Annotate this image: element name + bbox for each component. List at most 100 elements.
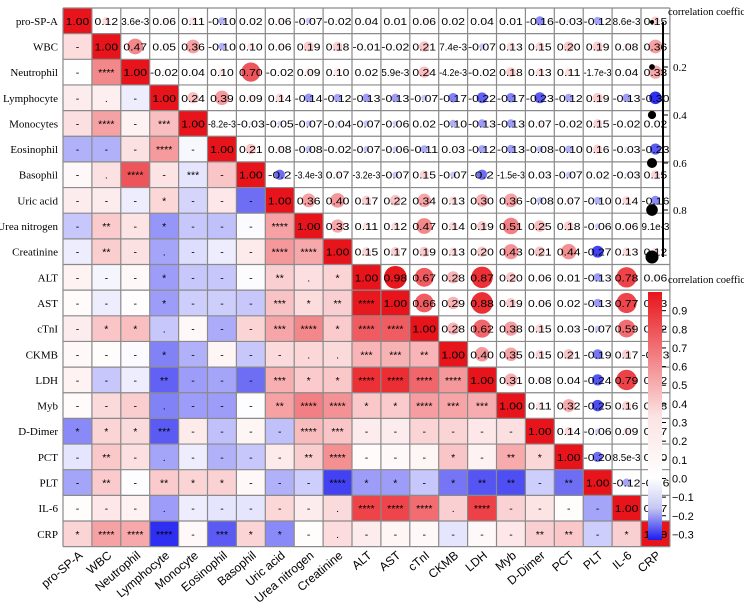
- significance-mark: **: [565, 478, 573, 490]
- correlation-value: 0.17: [615, 349, 639, 361]
- correlation-circle: [383, 265, 407, 289]
- correlation-value: 0.77: [615, 298, 639, 310]
- correlation-value: 0.17: [355, 195, 379, 207]
- heatmap-cell: [207, 187, 237, 214]
- heatmap-cell: [91, 367, 121, 393]
- heatmap-cell: [178, 315, 208, 342]
- y-tick-label: Urea nitrogen: [0, 221, 58, 233]
- correlation-value: 0.01: [557, 272, 581, 284]
- significance-mark: -: [76, 298, 80, 310]
- heatmap-cell: [525, 469, 555, 496]
- x-tick-label: CRP: [635, 548, 663, 575]
- correlation-circle: [616, 267, 637, 288]
- correlation-circle: [392, 146, 399, 152]
- heatmap-cell: [323, 521, 352, 547]
- heatmap-cell: [236, 341, 266, 368]
- correlation-value: 0.09: [615, 426, 639, 438]
- significance-mark: **: [305, 452, 313, 464]
- heatmap-cell: [236, 367, 266, 393]
- correlation-circle: [334, 171, 341, 178]
- heatmap-cell: [149, 521, 179, 547]
- correlation-value: 0.19: [499, 298, 523, 310]
- y-tick-label: CKMB: [26, 349, 58, 361]
- correlation-circle: [479, 18, 485, 24]
- significance-mark: *: [307, 375, 311, 387]
- heatmap-cell: [149, 213, 179, 239]
- correlation-circle: [335, 19, 340, 23]
- significance-mark: **: [507, 452, 515, 464]
- correlation-value: -0.12: [613, 478, 641, 490]
- heatmap-cell: [149, 367, 179, 393]
- correlation-circle: [535, 324, 545, 334]
- correlation-value: -0.07: [353, 118, 381, 130]
- heatmap-cell: [178, 469, 208, 496]
- correlation-circle: [592, 349, 603, 360]
- heatmap-cell: [63, 521, 92, 547]
- size-legend-dot: [645, 250, 659, 264]
- correlation-circle: [565, 145, 573, 153]
- correlation-circle: [566, 326, 571, 331]
- correlation-value: 0.51: [499, 221, 523, 233]
- correlation-circle: [622, 247, 631, 256]
- correlation-circle: [562, 399, 576, 413]
- significance-mark: *: [133, 324, 137, 336]
- correlation-value: -0.24: [584, 375, 612, 387]
- heatmap-cell: [91, 161, 121, 188]
- correlation-value: -3.4e-3: [295, 170, 323, 182]
- heatmap-cell: [91, 136, 121, 162]
- correlation-value: -0.07: [295, 118, 323, 130]
- significance-mark: -: [220, 375, 224, 387]
- significance-mark: ****: [329, 478, 345, 490]
- heatmap-cell: [409, 341, 439, 368]
- correlation-value: 9.1e-3: [642, 221, 670, 233]
- significance-mark: -: [307, 529, 311, 541]
- correlation-value: 0.06: [615, 221, 639, 233]
- heatmap-cell: [554, 495, 584, 521]
- heatmap-cell: [120, 136, 150, 162]
- heatmap-cell: [207, 264, 237, 291]
- heatmap-cell: [91, 187, 121, 214]
- correlation-circle: [616, 369, 637, 391]
- correlation-value: 0.07: [557, 195, 581, 207]
- y-tick-label: PCT: [38, 452, 58, 464]
- correlation-circle: [476, 246, 488, 257]
- correlation-value: 0.18: [499, 67, 523, 79]
- heatmap-cell: [496, 418, 526, 445]
- correlation-circle: [478, 145, 487, 154]
- colorbar-gradient: [648, 292, 662, 540]
- correlation-circle: [187, 92, 199, 104]
- significance-mark: -: [191, 272, 195, 284]
- heatmap-cell: [63, 33, 92, 60]
- correlation-circle: [392, 171, 399, 178]
- heatmap-cell: [207, 238, 237, 265]
- heatmap-cell: [467, 495, 497, 521]
- significance-mark: *: [307, 298, 311, 310]
- correlation-value: 0.22: [384, 195, 408, 207]
- colorbar-tick-label: −0.2: [672, 511, 694, 523]
- significance-mark: -: [105, 401, 109, 413]
- significance-mark: -: [191, 195, 195, 207]
- y-tick-label: PLT: [39, 478, 58, 490]
- y-tick-label: ALT: [38, 272, 59, 284]
- size-legend-label: 0.4: [673, 110, 687, 122]
- significance-mark: -: [105, 144, 109, 156]
- heatmap-cell: [323, 495, 352, 521]
- correlation-circle: [472, 319, 492, 338]
- significance-mark: **: [160, 478, 168, 490]
- significance-mark: -: [220, 170, 224, 182]
- correlation-value: 0.21: [239, 144, 263, 156]
- heatmap-cell: [294, 521, 324, 547]
- heatmap-cell: [236, 238, 266, 265]
- correlation-value: 0.19: [586, 93, 610, 105]
- significance-mark: -: [134, 349, 138, 361]
- diagonal-cell: [149, 84, 179, 111]
- heatmap-cell: [207, 161, 237, 188]
- diagonal-cell: [265, 187, 295, 214]
- significance-mark: .: [163, 247, 166, 259]
- correlation-circle: [567, 276, 570, 279]
- correlation-value: -0.08: [526, 144, 554, 156]
- heatmap-cell: [120, 444, 150, 470]
- significance-mark: -: [76, 118, 80, 130]
- heatmap-cell: [294, 264, 324, 291]
- heatmap-cell: [323, 264, 352, 291]
